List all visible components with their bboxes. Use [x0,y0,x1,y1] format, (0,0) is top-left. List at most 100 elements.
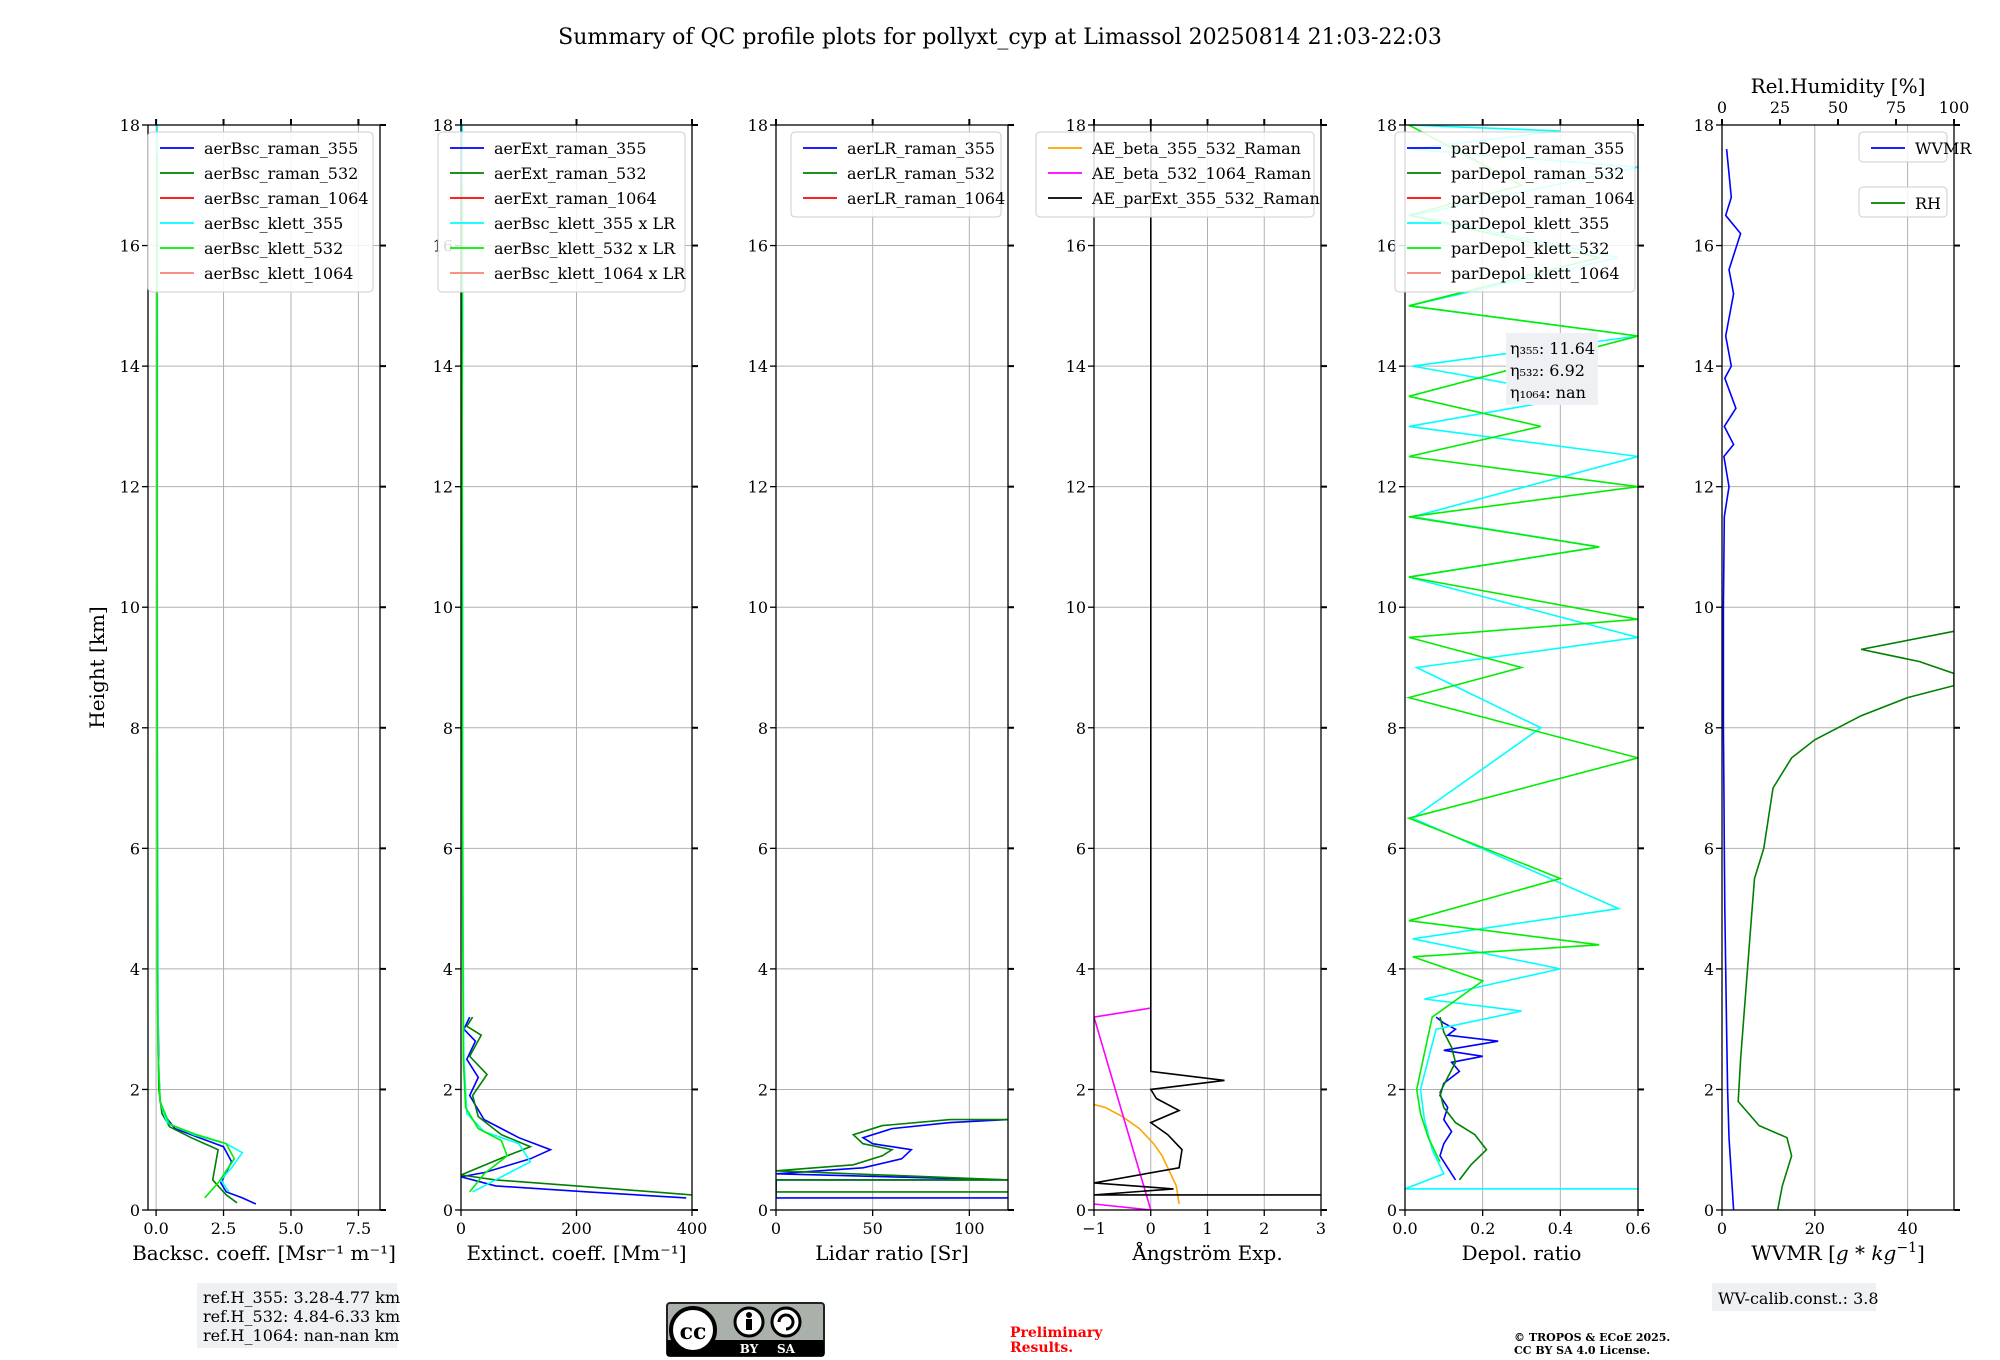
refh-1064-label: ref.H_1064: nan-nan km [203,1326,399,1345]
ytick-label: 12 [120,478,140,497]
eta-label: η₁₀₆₄: nan [1510,383,1586,402]
xtick-label: 0.4 [1548,1219,1573,1238]
legend-frame [1394,131,1636,293]
legend-label: parDepol_raman_532 [1451,164,1624,183]
legend-label: aerBsc_raman_1064 [204,189,369,208]
legend-label: parDepol_klett_355 [1451,214,1609,233]
ytick-label: 14 [120,357,140,376]
legend-frame [1035,131,1315,218]
plot-frame [147,124,381,1211]
sa-label: SA [777,1342,796,1356]
ytick-label: 16 [120,237,140,256]
series-line-aerBsc_klett_532 [156,155,236,1199]
ytick-label: 10 [120,598,140,617]
panel-depolarization: 0 2 4 6 8 10 12 14 16 18 0.0 0.2 0.4 0.6 Depol. ratio p… [1377,116,1651,1265]
xtick-label: 0.2 [1470,1219,1495,1238]
ytick-label: 0 [1076,1201,1086,1220]
legend-label: aerExt_raman_355 [494,139,647,158]
reference-height-box: ref.H_355: 3.28-4.77 km ref.H_532: 4.84-… [197,1283,400,1348]
ytick-label: 6 [443,839,453,858]
results-label: Results. [1010,1340,1073,1356]
series-lines [461,125,692,1199]
series-line-aerExt_raman_532 [461,1016,692,1196]
top-tick-label: 25 [1770,98,1790,117]
ytick-label: 12 [748,478,768,497]
legend-frame [1858,131,1948,163]
ytick-label: 2 [758,1080,768,1099]
series-line-WVMR [1722,149,1742,1210]
x-axis-label: Extinct. coeff. [Mm⁻¹] [466,1241,686,1265]
plot-frame [775,124,1009,1211]
xtick-label: 0 [456,1219,466,1238]
xtick-label: 0.0 [143,1219,168,1238]
series-line-AE_beta_355_532_Raman [1094,1103,1180,1205]
ytick-label: 10 [433,598,453,617]
xtick-label: 1 [1202,1219,1212,1238]
panel-extinction: 0246810121416180200400Extinct. coeff. [M… [433,116,708,1265]
ytick-label: 18 [1377,116,1397,135]
ytick-label: 10 [748,598,768,617]
ytick-label: 0 [1704,1201,1714,1220]
legend-frame [147,131,374,293]
legend-label: aerExt_raman_532 [494,164,647,183]
legend: parDepol_raman_355 parDepol_raman_532 parD… [1394,131,1636,293]
refh-532-label: ref.H_532: 4.84-6.33 km [203,1307,400,1326]
series-line-aerBsc_klett_532 x LR [461,185,509,1193]
ytick-label: 6 [1387,839,1397,858]
ytick-label: 4 [1076,960,1086,979]
ytick-label: 2 [130,1080,140,1099]
ytick-label: 0 [1387,1201,1397,1220]
ytick-label: 6 [1704,839,1714,858]
ytick-label: 4 [130,960,140,979]
ytick-label: 8 [1704,719,1714,738]
xtick-label: 0 [1146,1219,1156,1238]
legend-label: aerBsc_klett_355 [204,214,343,233]
ytick-label: 10 [1066,598,1086,617]
legend-label: AE_beta_532_1064_Raman [1091,164,1311,183]
ytick-label: 4 [443,960,453,979]
ytick-label: 2 [1704,1080,1714,1099]
ytick-label: 6 [1076,839,1086,858]
legend-frame [437,131,686,293]
series-line-AE_parExt_355_532_Raman [1094,125,1321,1196]
series-line-aerBsc_raman_355 [156,1011,257,1205]
legend: aerLR_raman_355 aerLR_raman_532 aerLR_rama… [790,131,1005,218]
ytick-label: 12 [1377,478,1397,497]
ytick-label: 14 [748,357,768,376]
x-axis-label: Depol. ratio [1462,1241,1582,1265]
series-lines [1094,125,1321,1210]
legend-label: aerBsc_klett_355 x LR [494,214,676,233]
legend: AE_beta_355_532_Raman AE_beta_532_1064_Ra… [1035,131,1320,218]
series-line-aerExt_raman_355 [461,1016,687,1199]
ytick-label: 0 [443,1201,453,1220]
xtick-label: 400 [677,1219,708,1238]
xtick-label: 3 [1316,1219,1326,1238]
ytick-label: 10 [1694,598,1714,617]
ytick-label: 12 [1694,478,1714,497]
cc-icon [669,1306,717,1354]
top-tick-label: 50 [1828,98,1848,117]
legend-label: aerBsc_raman_355 [204,139,358,158]
xtick-label: 40 [1897,1219,1917,1238]
series-lines [1722,149,1954,1210]
ytick-label: 6 [130,839,140,858]
series-line-parDepol_klett_532 [1405,125,1638,1163]
ytick-label: 4 [758,960,768,979]
sa-share-alike-icon [770,1306,802,1338]
refh-355-label: ref.H_355: 3.28-4.77 km [203,1288,400,1307]
ytick-label: 2 [1387,1080,1397,1099]
legend-label: aerLR_raman_532 [847,164,995,183]
xtick-label: 0.0 [1392,1219,1417,1238]
legend-label: parDepol_klett_532 [1451,239,1609,258]
xtick-label: 50 [862,1219,882,1238]
legend-label: aerBsc_raman_532 [204,164,358,183]
ytick-label: 16 [1694,237,1714,256]
legend-label: aerBsc_klett_532 x LR [494,239,676,258]
series-line-aerLR_raman_355 [776,1118,1008,1199]
ytick-label: 18 [748,116,768,135]
panel-backscatter: 0 2 4 6 8 10 12 14 16 18 0.0 2.5 5.0 7.5 Backsc. coeff… [85,116,396,1265]
eta-label: η₃₅₅: 11.64 [1510,339,1595,358]
xtick-label: 100 [954,1219,985,1238]
